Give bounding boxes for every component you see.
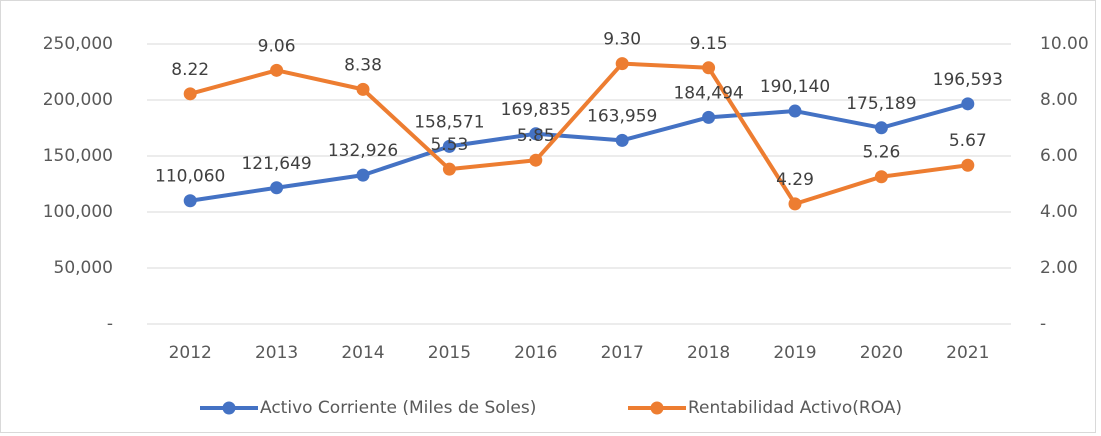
x-tick-label: 2018 xyxy=(687,343,730,363)
marker xyxy=(442,162,456,176)
data-label: 175,189 xyxy=(846,94,916,114)
y-tick-label: 200,000 xyxy=(43,90,113,110)
data-label: 190,140 xyxy=(760,77,830,97)
x-tick-label: 2012 xyxy=(169,343,212,363)
data-label: 4.29 xyxy=(776,170,814,190)
marker xyxy=(270,63,284,77)
marker xyxy=(615,57,629,71)
marker xyxy=(961,158,975,172)
y2-tick-label: 10.00 xyxy=(1040,34,1089,54)
y2-tick-label: 6.00 xyxy=(1040,146,1078,166)
y-tick-label: 100,000 xyxy=(43,202,113,222)
x-tick-label: 2016 xyxy=(514,343,557,363)
x-tick-label: 2015 xyxy=(428,343,471,363)
legend-marker xyxy=(222,401,236,415)
y-tick-label: - xyxy=(107,314,113,334)
y2-tick-label: 8.00 xyxy=(1040,90,1078,110)
marker xyxy=(529,153,543,167)
y-tick-label: 150,000 xyxy=(43,146,113,166)
data-label: 196,593 xyxy=(933,70,1003,90)
data-label: 9.30 xyxy=(603,30,641,50)
x-tick-label: 2017 xyxy=(601,343,644,363)
marker xyxy=(788,104,802,118)
data-label: 5.85 xyxy=(517,126,555,146)
x-tick-label: 2013 xyxy=(255,343,298,363)
marker xyxy=(183,194,197,208)
data-label: 110,060 xyxy=(155,167,225,187)
data-label: 8.38 xyxy=(344,55,382,75)
data-label: 184,494 xyxy=(673,83,743,103)
legend-label: Activo Corriente (Miles de Soles) xyxy=(260,398,536,418)
series-line xyxy=(189,61,969,206)
y-tick-label: 250,000 xyxy=(43,34,113,54)
marker xyxy=(874,170,888,184)
marker xyxy=(961,97,975,111)
x-tick-label: 2021 xyxy=(946,343,989,363)
marker xyxy=(356,168,370,182)
series-line xyxy=(189,101,969,203)
x-tick-label: 2014 xyxy=(341,343,384,363)
marker xyxy=(442,139,456,153)
y2-tick-label: 2.00 xyxy=(1040,258,1078,278)
data-label: 169,835 xyxy=(501,100,571,120)
data-label: 163,959 xyxy=(587,106,657,126)
marker xyxy=(529,127,543,141)
marker xyxy=(615,133,629,147)
legend-marker xyxy=(650,401,664,415)
x-tick-label: 2019 xyxy=(773,343,816,363)
data-label: 121,649 xyxy=(241,154,311,174)
marker xyxy=(702,61,716,75)
data-label: 158,571 xyxy=(414,112,484,132)
marker xyxy=(270,181,284,195)
data-label: 8.22 xyxy=(171,60,209,80)
data-label: 9.06 xyxy=(258,36,296,56)
data-label: 5.26 xyxy=(862,143,900,163)
marker xyxy=(183,87,197,101)
data-label: 132,926 xyxy=(328,141,398,161)
data-label: 5.53 xyxy=(430,135,468,155)
data-label: 5.67 xyxy=(949,131,987,151)
marker xyxy=(874,121,888,135)
y2-tick-label: 4.00 xyxy=(1040,202,1078,222)
y-tick-label: 50,000 xyxy=(54,258,113,278)
x-tick-label: 2020 xyxy=(860,343,903,363)
y2-tick-label: - xyxy=(1040,314,1046,334)
legend-label: Rentabilidad Activo(ROA) xyxy=(688,398,902,418)
marker xyxy=(788,197,802,211)
data-label: 9.15 xyxy=(690,34,728,54)
marker xyxy=(702,110,716,124)
marker xyxy=(356,82,370,96)
